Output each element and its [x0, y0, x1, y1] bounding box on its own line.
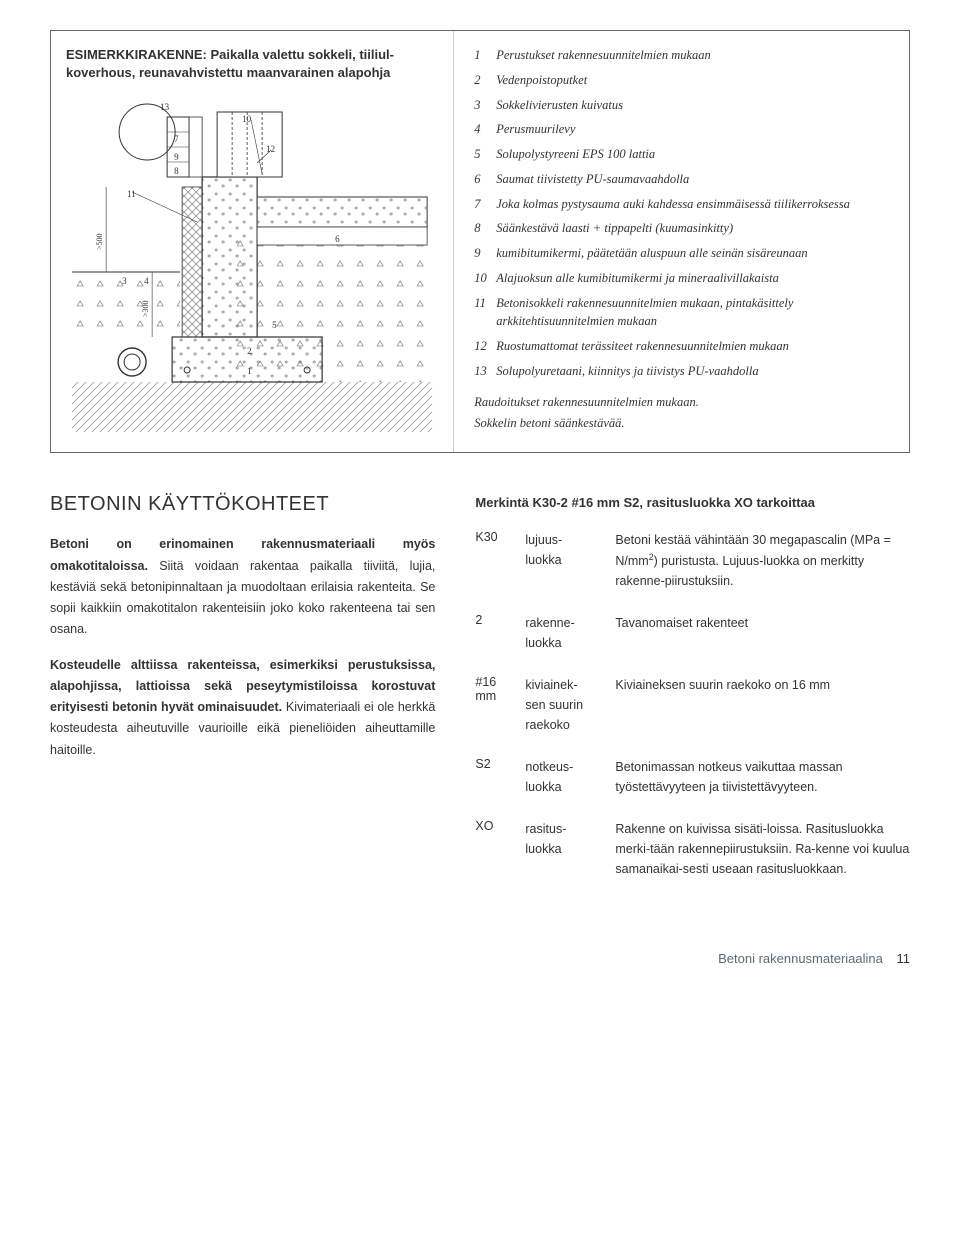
- right-column: Merkintä K30-2 #16 mm S2, rasitusluokka …: [475, 493, 910, 901]
- legend-num: 4: [474, 120, 496, 139]
- legend-num: 3: [474, 96, 496, 115]
- legend-item: 12Ruostumattomat terässiteet rakennesuun…: [474, 337, 889, 356]
- svg-text:13: 13: [160, 102, 170, 112]
- legend-text: Sokkelivierusten kuivatus: [496, 96, 889, 115]
- legend-item: 10Alajuoksun alle kumibitumikermi ja min…: [474, 269, 889, 288]
- spec-desc: Tavanomaiset rakenteet: [615, 613, 910, 653]
- diagram-title: ESIMERKKIRAKENNE: Paikalla valettu sokke…: [66, 46, 438, 82]
- legend-text: Perustukset rakennesuunnitelmien mukaan: [496, 46, 889, 65]
- svg-text:>500: >500: [95, 234, 104, 251]
- spec-desc: Rakenne on kuivissa sisäti-loissa. Rasit…: [615, 819, 910, 879]
- legend-num: 12: [474, 337, 496, 356]
- diagram-column: ESIMERKKIRAKENNE: Paikalla valettu sokke…: [51, 31, 454, 452]
- svg-text:4: 4: [144, 276, 149, 286]
- paragraph-1: Betoni on erinomainen rakennusmateriaali…: [50, 534, 435, 640]
- svg-text:12: 12: [266, 144, 275, 154]
- svg-text:1: 1: [247, 366, 252, 376]
- legend-item: 8Säänkestävä laasti + tippapelti (kuumas…: [474, 219, 889, 238]
- legend-num: 10: [474, 269, 496, 288]
- legend-footer: Raudoitukset rakennesuunnitelmien mukaan…: [474, 393, 889, 434]
- spec-code: XO: [475, 819, 525, 879]
- spec-row: XOrasitus-luokkaRakenne on kuivissa sisä…: [475, 819, 910, 879]
- spec-desc: Kiviaineksen suurin raekoko on 16 mm: [615, 675, 910, 735]
- legend-footer-2: Sokkelin betoni säänkestävää.: [474, 414, 889, 433]
- bottom-section: BETONIN KÄYTTÖKOHTEET Betoni on erinomai…: [50, 493, 910, 901]
- svg-text:2: 2: [247, 346, 252, 356]
- construction-diagram: >500 >300 13 10 7 9 12 8 11 3 4 6 5 2 1: [66, 92, 438, 432]
- legend-item: 9kumibitumikermi, päätetään aluspuun all…: [474, 244, 889, 263]
- legend-list: 1Perustukset rakennesuunnitelmien mukaan…: [474, 46, 889, 381]
- spec-label: rakenne-luokka: [525, 613, 615, 653]
- legend-text: Solupolyuretaani, kiinnitys ja tiivistys…: [496, 362, 889, 381]
- legend-num: 6: [474, 170, 496, 189]
- svg-text:7: 7: [174, 134, 179, 144]
- legend-num: 5: [474, 145, 496, 164]
- section-heading: BETONIN KÄYTTÖKOHTEET: [50, 493, 435, 516]
- legend-text: Joka kolmas pystysauma auki kahdessa ens…: [496, 195, 889, 214]
- svg-text:5: 5: [272, 320, 277, 330]
- legend-text: kumibitumikermi, päätetään aluspuun alle…: [496, 244, 889, 263]
- spec-code: 2: [475, 613, 525, 653]
- svg-text:11: 11: [127, 189, 136, 199]
- legend-item: 11Betonisokkeli rakennesuunnitelmien muk…: [474, 294, 889, 332]
- legend-text: Betonisokkeli rakennesuunnitelmien mukaa…: [496, 294, 889, 332]
- spec-row: #16mmkiviainek-sen suurinraekokoKiviaine…: [475, 675, 910, 735]
- legend-num: 11: [474, 294, 496, 332]
- legend-item: 13Solupolyuretaani, kiinnitys ja tiivist…: [474, 362, 889, 381]
- legend-text: Saumat tiivistetty PU-saumavaahdolla: [496, 170, 889, 189]
- spec-label: kiviainek-sen suurinraekoko: [525, 675, 615, 735]
- spec-row: K30lujuus-luokkaBetoni kestää vähintään …: [475, 530, 910, 591]
- legend-num: 2: [474, 71, 496, 90]
- spec-label: lujuus-luokka: [525, 530, 615, 591]
- legend-text: Ruostumattomat terässiteet rakennesuunni…: [496, 337, 889, 356]
- spec-heading: Merkintä K30-2 #16 mm S2, rasitusluokka …: [475, 493, 910, 514]
- svg-text:3: 3: [122, 276, 127, 286]
- svg-text:9: 9: [174, 152, 179, 162]
- legend-footer-1: Raudoitukset rakennesuunnitelmien mukaan…: [474, 393, 889, 412]
- page-footer: Betoni rakennusmateriaalina 11: [50, 951, 910, 966]
- page-number: 11: [897, 951, 911, 966]
- spec-desc: Betonimassan notkeus vaikuttaa massan ty…: [615, 757, 910, 797]
- spec-label: rasitus-luokka: [525, 819, 615, 879]
- legend-text: Alajuoksun alle kumibitumikermi ja miner…: [496, 269, 889, 288]
- legend-item: 5Solupolystyreeni EPS 100 lattia: [474, 145, 889, 164]
- svg-text:8: 8: [174, 166, 179, 176]
- legend-column: 1Perustukset rakennesuunnitelmien mukaan…: [454, 31, 909, 452]
- spec-desc: Betoni kestää vähintään 30 megapascalin …: [615, 530, 910, 591]
- legend-num: 7: [474, 195, 496, 214]
- spec-row: S2notkeus-luokkaBetonimassan notkeus vai…: [475, 757, 910, 797]
- svg-text:10: 10: [242, 114, 252, 124]
- legend-text: Vedenpoistoputket: [496, 71, 889, 90]
- example-structure-box: ESIMERKKIRAKENNE: Paikalla valettu sokke…: [50, 30, 910, 453]
- footer-text: Betoni rakennusmateriaalina: [718, 951, 883, 966]
- legend-item: 3Sokkelivierusten kuivatus: [474, 96, 889, 115]
- spec-row: 2rakenne-luokkaTavanomaiset rakenteet: [475, 613, 910, 653]
- spec-code: K30: [475, 530, 525, 591]
- spec-label: notkeus-luokka: [525, 757, 615, 797]
- spec-code: #16mm: [475, 675, 525, 735]
- legend-text: Solupolystyreeni EPS 100 lattia: [496, 145, 889, 164]
- legend-num: 13: [474, 362, 496, 381]
- legend-num: 1: [474, 46, 496, 65]
- left-column: BETONIN KÄYTTÖKOHTEET Betoni on erinomai…: [50, 493, 435, 901]
- legend-item: 7Joka kolmas pystysauma auki kahdessa en…: [474, 195, 889, 214]
- legend-item: 4Perusmuurilevy: [474, 120, 889, 139]
- paragraph-2: Kosteudelle alttiissa rakenteissa, esime…: [50, 655, 435, 761]
- legend-text: Perusmuurilevy: [496, 120, 889, 139]
- legend-item: 6Saumat tiivistetty PU-saumavaahdolla: [474, 170, 889, 189]
- legend-item: 2Vedenpoistoputket: [474, 71, 889, 90]
- svg-text:6: 6: [335, 234, 340, 244]
- spec-table: K30lujuus-luokkaBetoni kestää vähintään …: [475, 530, 910, 879]
- legend-num: 8: [474, 219, 496, 238]
- legend-item: 1Perustukset rakennesuunnitelmien mukaan: [474, 46, 889, 65]
- legend-num: 9: [474, 244, 496, 263]
- legend-text: Säänkestävä laasti + tippapelti (kuumasi…: [496, 219, 889, 238]
- spec-code: S2: [475, 757, 525, 797]
- svg-text:>300: >300: [141, 301, 150, 318]
